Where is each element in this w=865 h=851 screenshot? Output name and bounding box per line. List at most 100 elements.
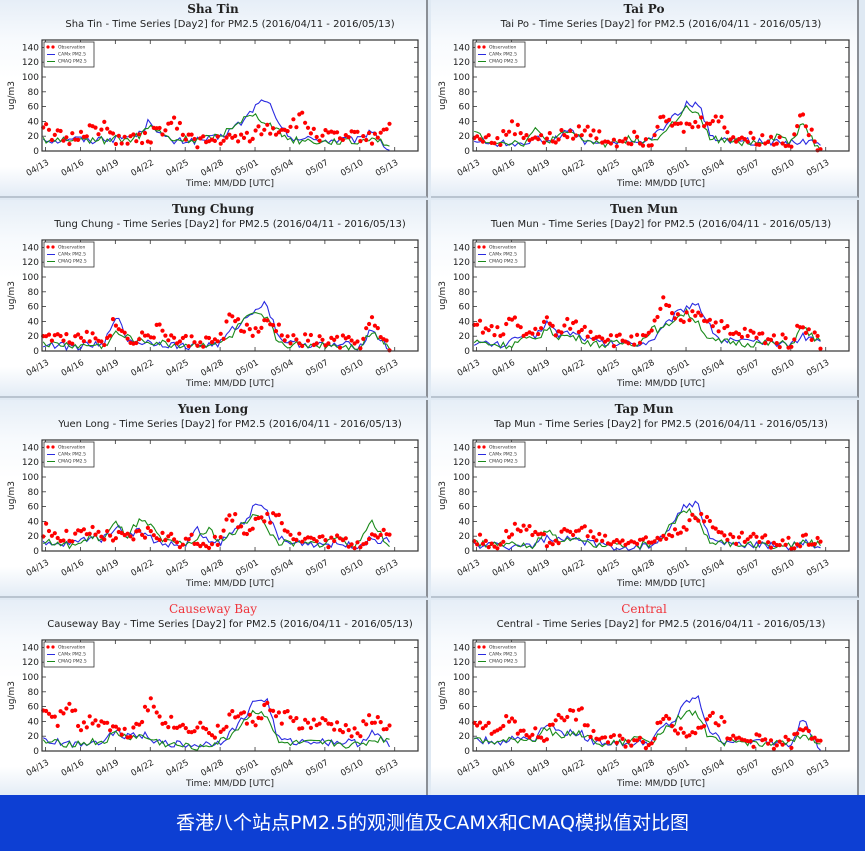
x-tick-label: 04/13 [25, 358, 51, 379]
x-tick-label: 05/07 [735, 358, 761, 379]
observation-point [314, 134, 319, 140]
legend-label: Observation [489, 245, 517, 251]
observation-point [128, 534, 133, 539]
observation-point [728, 532, 733, 537]
observation-point [99, 339, 104, 344]
observation-point [329, 722, 334, 727]
observation-point [678, 121, 683, 126]
observation-point [789, 745, 794, 750]
observation-point [719, 319, 724, 324]
observation-point [87, 531, 92, 536]
observation-point [346, 135, 351, 140]
x-tick-label: 05/07 [304, 358, 330, 379]
observation-point [675, 731, 680, 736]
observation-point [221, 336, 226, 341]
plot-background [473, 40, 849, 151]
observation-point [568, 326, 573, 331]
observation-point [780, 538, 785, 543]
x-tick-label: 05/13 [374, 158, 400, 179]
observation-point [713, 721, 718, 726]
observation-point [771, 540, 776, 545]
observation-point [183, 333, 188, 339]
observation-point [259, 132, 264, 137]
observation-point [515, 731, 520, 736]
observation-point [480, 139, 485, 144]
observation-point [477, 137, 483, 142]
observation-point [131, 132, 136, 137]
observation-point [713, 114, 718, 119]
observation-point [163, 538, 168, 543]
x-tick-label: 05/04 [700, 558, 726, 579]
observation-point [693, 119, 698, 125]
observation-point [305, 338, 311, 343]
observation-point [105, 720, 110, 725]
observation-point [681, 129, 686, 134]
observation-point [728, 736, 733, 742]
observation-point [177, 120, 182, 126]
y-axis-label: ug/m3 [438, 281, 448, 310]
legend-label: CAMx PM2.5 [489, 652, 517, 658]
observation-point [492, 141, 497, 146]
observation-point [169, 531, 174, 536]
x-tick-label: 05/07 [735, 558, 761, 579]
observation-point [361, 719, 366, 724]
observation-point [594, 538, 599, 543]
observation-point [719, 114, 724, 119]
observation-point [754, 534, 759, 539]
observation-point [792, 132, 797, 137]
observation-point [172, 115, 177, 120]
observation-point [300, 343, 305, 349]
observation-point [661, 114, 666, 119]
y-tick-label: 140 [22, 243, 39, 253]
observation-point [192, 729, 197, 734]
observation-point [87, 714, 92, 719]
observation-point [716, 119, 721, 124]
observation-point [218, 535, 223, 540]
x-tick-label: 05/10 [339, 558, 365, 579]
observation-point [369, 315, 375, 320]
observation-point [110, 317, 116, 322]
observation-point [760, 331, 765, 336]
observation-point [227, 132, 232, 137]
plot-background [473, 240, 849, 351]
y-tick-label: 140 [453, 243, 470, 253]
observation-point [643, 535, 648, 540]
observation-point [661, 716, 666, 722]
observation-point [326, 341, 331, 346]
observation-point [384, 127, 389, 132]
observation-point [387, 121, 392, 126]
camx-series-line [42, 503, 390, 550]
observation-point [541, 319, 547, 324]
observation-point [206, 335, 212, 341]
observation-point [96, 132, 101, 137]
x-axis-label: Time: MM/DD [UTC] [185, 579, 274, 589]
observation-point [372, 720, 377, 725]
observation-point [279, 721, 284, 726]
chart-title: Sha Tin - Time Series [Day2] for PM2.5 (… [65, 19, 395, 30]
x-tick-label: 04/16 [60, 558, 86, 579]
observation-point [556, 137, 561, 142]
plot-background [473, 440, 849, 551]
observation-point [696, 310, 701, 315]
observation-point [635, 541, 640, 546]
observation-point [224, 135, 229, 140]
observation-point [180, 722, 185, 727]
y-tick-label: 20 [459, 132, 471, 142]
observation-point [151, 335, 156, 340]
station-name: Causeway Bay [168, 602, 258, 616]
legend-observation-marker [46, 445, 50, 449]
observation-point [352, 546, 357, 551]
observation-point [204, 727, 209, 732]
observation-point [58, 333, 63, 339]
observation-point [588, 329, 593, 334]
observation-point [640, 537, 646, 542]
observation-point [693, 313, 698, 318]
observation-point [588, 133, 593, 138]
observation-point [661, 533, 666, 538]
plot-background [473, 640, 849, 751]
x-tick-label: 04/22 [130, 158, 156, 179]
observation-point [629, 142, 634, 147]
x-tick-label: 04/19 [95, 158, 121, 179]
observation-point [768, 337, 774, 342]
observation-point [174, 126, 180, 131]
